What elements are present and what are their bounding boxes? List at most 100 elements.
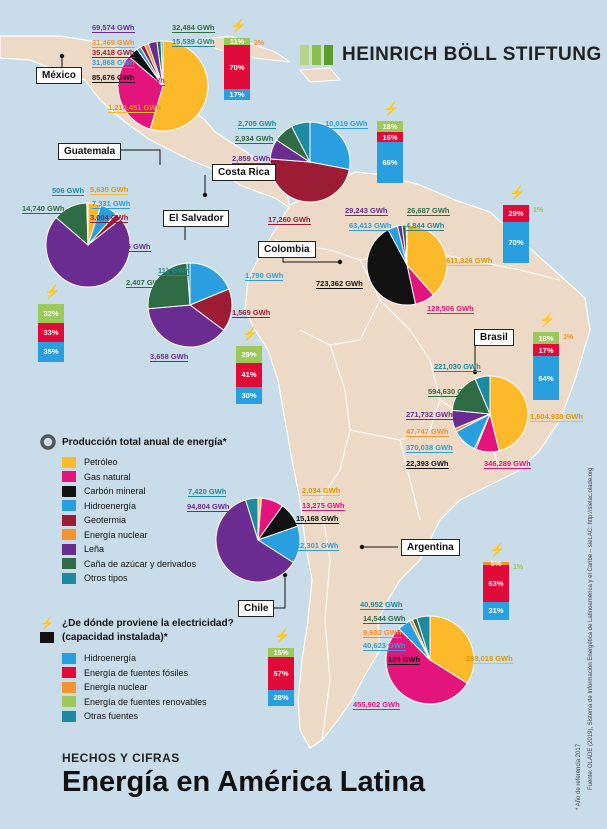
legend-swatch xyxy=(62,471,76,483)
electricity-segment-chile-0: 15% xyxy=(268,648,294,657)
electricity-segment-colombia-1: 70% xyxy=(503,221,529,263)
pie-slice-guatemala-5 xyxy=(86,202,89,246)
brand-square-2 xyxy=(312,45,321,65)
value-label-guatemala-1: 7,331 GWh xyxy=(92,199,131,209)
electricity-bar-chile: 15% 57% 28% xyxy=(268,648,294,706)
legend-swatch xyxy=(62,572,76,584)
legend-item: Hidroenergía xyxy=(40,499,290,514)
electricity-segment-guatemala-2: 35% xyxy=(38,341,64,362)
country-label-el-salvador: El Salvador xyxy=(163,210,230,227)
pie-slice-el-salvador-1 xyxy=(188,288,233,331)
electricity-segment-brasil-2: 64% xyxy=(533,356,559,400)
bolt-icon: ⚡ xyxy=(40,618,54,630)
value-label-mexico-4: 35,418 GWh xyxy=(92,48,135,58)
value-label-chile-1: 13,275 GWh xyxy=(302,501,345,511)
land-south-america xyxy=(244,171,591,749)
country-label-argentina: Argentina xyxy=(401,539,460,556)
pie-slice-brasil-7 xyxy=(474,375,491,415)
legend-swatch xyxy=(62,710,76,722)
brand-square-3 xyxy=(324,45,333,65)
electricity-bar-argentina: 5% 63% 31% 1% xyxy=(483,559,523,620)
value-label-el-salvador-3: 2,407 GWh xyxy=(126,278,165,288)
value-label-el-salvador-1: 1,569 GWh xyxy=(232,308,271,318)
value-label-chile-5: 7,420 GWh xyxy=(188,487,227,497)
pie-slice-mexico-8 xyxy=(160,40,164,87)
electricity-outside-brasil-0: 1% xyxy=(563,334,574,341)
pie-slice-mexico-0 xyxy=(149,40,209,132)
legend-label: Hidroenergía xyxy=(84,500,137,511)
electricity-segment-brasil-0: 18% xyxy=(533,332,559,345)
black-square-icon xyxy=(40,632,54,643)
legend-label: Geotermia xyxy=(84,515,127,526)
value-label-el-salvador-2: 3,658 GWh xyxy=(150,352,189,362)
legend-swatch xyxy=(62,696,76,708)
pie-slice-chile-5 xyxy=(244,497,259,541)
legend-item: Caña de azúcar y derivados xyxy=(40,557,290,572)
legend-label: Petróleo xyxy=(84,457,118,468)
pie-slice-el-salvador-4 xyxy=(186,262,191,306)
electricity-outside-argentina-0: 1% xyxy=(513,564,524,571)
electricity-bar-brasil: 18% 17% 64% 1% xyxy=(533,332,573,400)
legend-item: Carbón mineral xyxy=(40,484,290,499)
legend-item: Geotermia xyxy=(40,513,290,528)
value-label-brasil-4: 47,747 GWh xyxy=(406,427,449,437)
electricity-outside-mexico-0: 2% xyxy=(254,40,265,47)
legend-item: Energía nuclear xyxy=(40,680,290,695)
pie-slice-costa-rica-4 xyxy=(291,121,311,163)
electricity-segment-chile-1: 57% xyxy=(268,656,294,690)
pie-slice-el-salvador-2 xyxy=(147,304,225,348)
legend-label: Energía nuclear xyxy=(84,529,148,540)
legend-item: Otras fuentes xyxy=(40,709,290,724)
pie-slice-argentina-6 xyxy=(416,615,431,661)
pie-slice-colombia-2 xyxy=(366,229,417,306)
value-label-mexico-0: 1,210,451 GWh xyxy=(108,103,161,113)
bolt-icon: ⚡ xyxy=(242,326,259,341)
value-label-colombia-2: 723,362 GWh xyxy=(316,279,363,289)
legend-label: Caña de azúcar y derivados xyxy=(84,558,197,569)
electricity-segment-guatemala-0: 32% xyxy=(38,304,64,323)
value-label-mexico-7: 32,484 GWh xyxy=(172,23,215,33)
value-label-costa-rica-0: 10,019 GWh xyxy=(325,119,368,129)
pie-slice-el-salvador-3 xyxy=(147,262,191,310)
value-label-colombia-0: 611,326 GWh xyxy=(446,256,493,266)
value-label-argentina-3: 40,623 GWh xyxy=(363,641,406,651)
value-label-colombia-4: 29,243 GWh xyxy=(345,206,388,216)
country-label-guatemala: Guatemala xyxy=(58,143,122,160)
value-label-mexico-8: 15,539 GWh xyxy=(172,37,215,47)
legend-item: Leña xyxy=(40,542,290,557)
value-label-costa-rica-3: 2,934 GWh xyxy=(235,134,274,144)
legend-label: Otros tipos xyxy=(84,573,128,584)
legend-electricity-title-2: (capacidad instalada)* xyxy=(62,632,168,643)
legend-label: Energía nuclear xyxy=(84,682,148,693)
value-label-chile-3: 22,301 GWh xyxy=(296,541,339,551)
electricity-bar-guatemala: 32% 33% 35% xyxy=(38,304,64,362)
legend-swatch xyxy=(62,456,76,468)
electricity-segment-mexico-2: 17% xyxy=(224,89,250,100)
legend-swatch xyxy=(62,681,76,693)
value-label-guatemala-5: 506 GWh xyxy=(52,186,85,196)
legend-swatch xyxy=(62,543,76,555)
electricity-segment-argentina-0: 5% xyxy=(483,559,509,568)
pie-slice-costa-rica-0 xyxy=(309,121,351,171)
electricity-segment-el-salvador-2: 30% xyxy=(236,386,262,404)
value-label-mexico-6: 69,574 GWh xyxy=(92,23,135,33)
value-label-el-salvador-0: 1,790 GWh xyxy=(245,271,284,281)
value-label-mexico-5: 31,469 GWh xyxy=(92,38,135,48)
value-label-colombia-5: 26,687 GWh xyxy=(407,206,450,216)
land-hispaniola xyxy=(298,67,342,83)
electricity-segment-colombia-0: 29% xyxy=(503,205,529,222)
value-label-colombia-3: 63,413 GWh xyxy=(349,221,392,231)
headline-subtitle: HECHOS Y CIFRAS xyxy=(62,751,180,765)
pie-slice-argentina-1 xyxy=(385,628,469,705)
legend-label: Hidroenergía xyxy=(84,653,137,664)
bolt-icon: ⚡ xyxy=(230,18,247,33)
country-label-brasil: Brasil xyxy=(474,329,514,346)
value-label-mexico-1: 703,194 GWh xyxy=(118,76,165,86)
reference-year-note: * Año de referencia 2017 xyxy=(576,743,582,810)
value-label-brasil-3: 370,038 GWh xyxy=(406,443,453,453)
legend-swatch xyxy=(62,529,76,541)
legend-swatch xyxy=(62,652,76,664)
legend-item: Otros tipos xyxy=(40,571,290,586)
bolt-icon: ⚡ xyxy=(509,185,526,200)
